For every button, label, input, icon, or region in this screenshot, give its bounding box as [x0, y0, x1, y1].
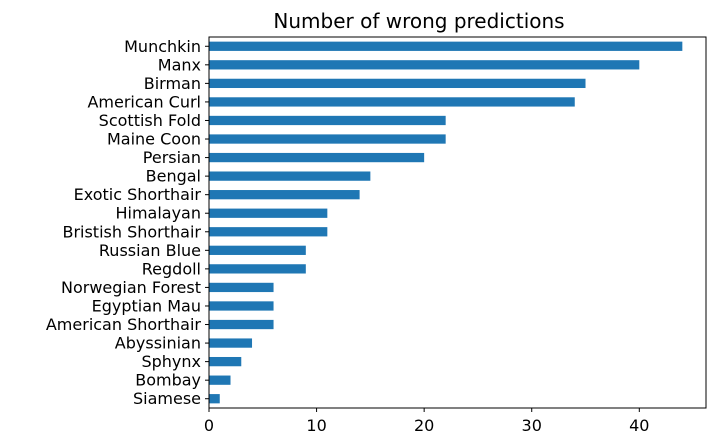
- x-tick-label: 40: [629, 416, 649, 435]
- x-tick-label: 20: [414, 416, 434, 435]
- bar-manx: [209, 60, 640, 70]
- bars-group: [209, 41, 683, 404]
- bar-russian-blue: [209, 245, 306, 255]
- bar-persian: [209, 152, 425, 163]
- bar-bombay: [209, 375, 231, 385]
- category-label-american-curl: American Curl: [87, 92, 201, 111]
- plot-area-frame: [208, 36, 707, 409]
- bar-norwegian-forest: [209, 282, 274, 293]
- category-label-manx: Manx: [158, 55, 201, 74]
- bar-siamese: [209, 394, 220, 404]
- category-label-bengal: Bengal: [146, 167, 201, 186]
- category-label-regdoll: Regdoll: [142, 259, 201, 278]
- x-tick-label: 30: [522, 416, 542, 435]
- category-label-norwegian-forest: Norwegian Forest: [61, 278, 201, 297]
- bar-bengal: [209, 171, 371, 181]
- category-label-bristish-shorthair: Bristish Shorthair: [62, 222, 201, 241]
- bar-american-curl: [209, 97, 575, 107]
- category-label-scottish-fold: Scottish Fold: [99, 111, 201, 130]
- category-label-sphynx: Sphynx: [141, 352, 201, 371]
- category-label-himalayan: Himalayan: [115, 204, 201, 223]
- x-axis-ticks: 0 10 20 30 40: [204, 408, 649, 435]
- category-label-exotic-shorthair: Exotic Shorthair: [74, 185, 202, 204]
- category-label-egyptian-mau: Egyptian Mau: [92, 296, 201, 315]
- category-label-birman: Birman: [144, 74, 201, 93]
- bar-bristish-shorthair: [209, 227, 328, 237]
- bar-american-shorthair: [209, 319, 274, 330]
- bar-birman: [209, 78, 586, 89]
- x-tick-label: 0: [204, 416, 214, 435]
- category-label-siamese: Siamese: [133, 389, 201, 408]
- bar-munchkin: [209, 41, 683, 51]
- x-tick-label: 10: [306, 416, 326, 435]
- bar-egyptian-mau: [209, 301, 274, 311]
- bar-regdoll: [209, 264, 306, 274]
- bar-maine-coon: [209, 134, 446, 144]
- bar-abyssinian: [209, 338, 253, 348]
- category-label-maine-coon: Maine Coon: [107, 130, 201, 149]
- bar-exotic-shorthair: [209, 190, 360, 200]
- category-label-persian: Persian: [143, 148, 201, 167]
- category-label-russian-blue: Russian Blue: [99, 241, 201, 260]
- category-label-bombay: Bombay: [135, 371, 201, 390]
- bar-himalayan: [209, 208, 328, 218]
- chart-title: Number of wrong predictions: [273, 9, 564, 33]
- category-label-american-shorthair: American Shorthair: [46, 315, 202, 334]
- bar-sphynx: [209, 356, 242, 367]
- category-label-abyssinian: Abyssinian: [115, 334, 201, 353]
- category-label-munchkin: Munchkin: [124, 37, 201, 56]
- bar-scottish-fold: [209, 115, 446, 126]
